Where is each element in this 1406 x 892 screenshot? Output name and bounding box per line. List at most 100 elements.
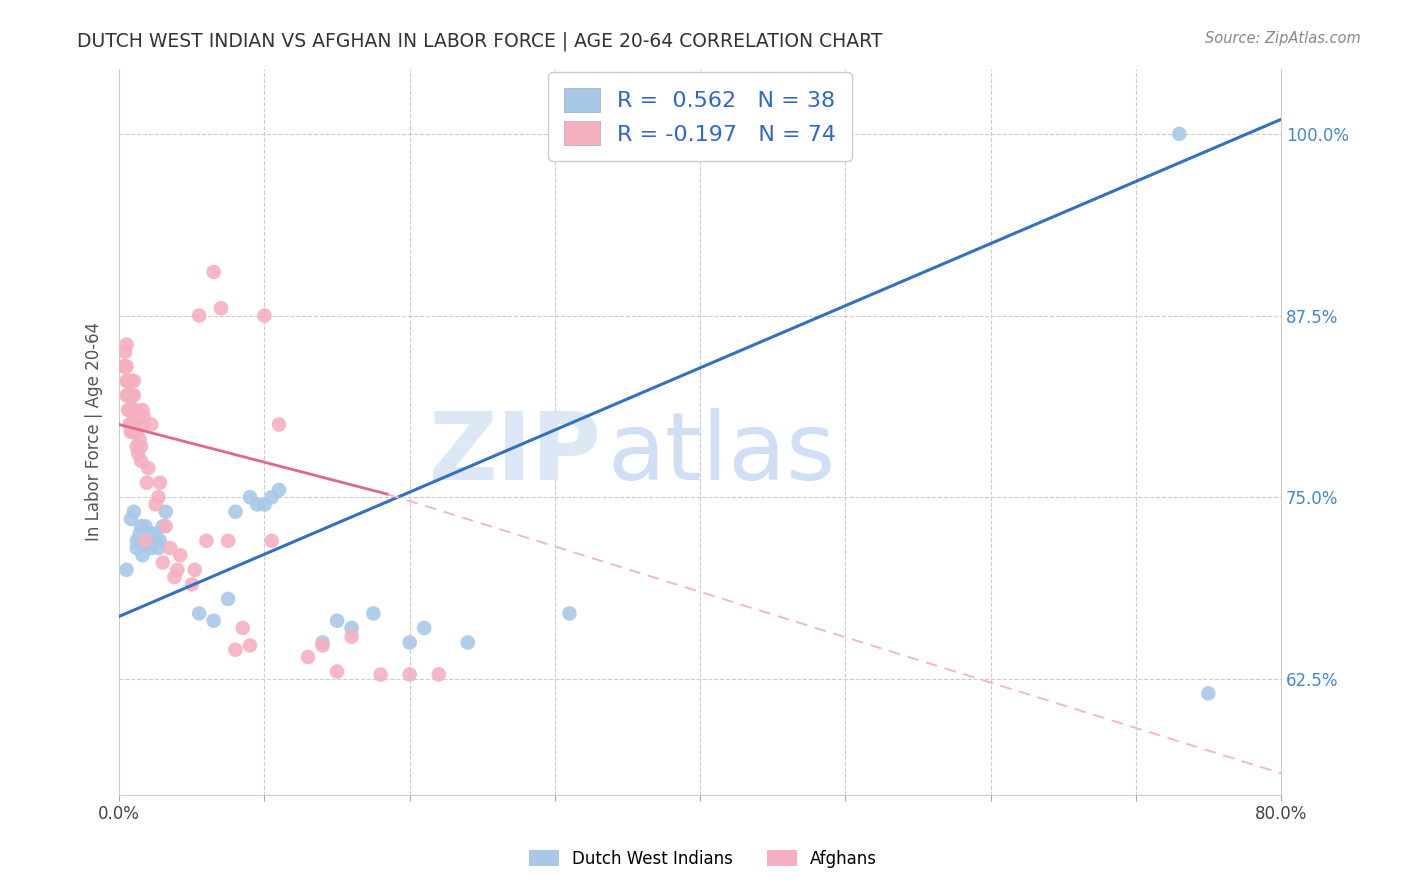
Point [217, 591, 239, 606]
Point [267, 483, 290, 497]
Text: Source: ZipAtlas.com: Source: ZipAtlas.com [1205, 31, 1361, 46]
Point [148, 541, 170, 555]
Point [340, 621, 363, 635]
Point [117, 388, 139, 402]
Y-axis label: In Labor Force | Age 20-64: In Labor Force | Age 20-64 [86, 322, 103, 541]
Point [118, 374, 141, 388]
Point [180, 577, 202, 591]
Point [114, 344, 136, 359]
Point [224, 505, 246, 519]
Point [239, 490, 262, 504]
Point [136, 461, 159, 475]
Point [326, 665, 349, 679]
Point [132, 410, 155, 425]
Point [267, 417, 290, 432]
Point [122, 425, 145, 439]
Point [363, 607, 385, 621]
Point [202, 614, 225, 628]
Text: ZIP: ZIP [429, 408, 602, 500]
Point [131, 417, 153, 432]
Point [188, 607, 211, 621]
Point [131, 403, 153, 417]
Point [141, 541, 163, 555]
Point [311, 639, 333, 653]
Point [122, 388, 145, 402]
Point [120, 417, 142, 432]
Point [1197, 686, 1219, 700]
Point [155, 505, 177, 519]
Point [297, 650, 319, 665]
Point [115, 563, 138, 577]
Point [141, 417, 163, 432]
Point [117, 374, 139, 388]
Point [149, 533, 172, 548]
Point [149, 475, 172, 490]
Point [115, 374, 138, 388]
Point [169, 549, 191, 563]
Point [217, 533, 239, 548]
Point [141, 526, 163, 541]
Point [145, 526, 167, 541]
Point [224, 642, 246, 657]
Point [121, 417, 143, 432]
Point [118, 403, 141, 417]
Point [148, 490, 170, 504]
Point [152, 556, 174, 570]
Point [122, 417, 145, 432]
Point [129, 454, 152, 468]
Point [1168, 127, 1191, 141]
Point [188, 309, 211, 323]
Point [121, 388, 143, 402]
Point [398, 635, 420, 649]
Point [128, 432, 150, 446]
Point [125, 439, 148, 453]
Legend: Dutch West Indians, Afghans: Dutch West Indians, Afghans [523, 844, 883, 875]
Text: atlas: atlas [607, 408, 835, 500]
Point [115, 388, 138, 402]
Point [558, 607, 581, 621]
Point [134, 533, 156, 548]
Point [239, 639, 262, 653]
Point [117, 403, 139, 417]
Point [159, 541, 181, 555]
Point [398, 667, 420, 681]
Point [152, 519, 174, 533]
Point [232, 621, 254, 635]
Point [166, 563, 188, 577]
Point [311, 635, 333, 649]
Point [134, 519, 156, 533]
Point [122, 403, 145, 417]
Point [413, 621, 436, 635]
Point [114, 359, 136, 374]
Point [326, 614, 349, 628]
Point [129, 439, 152, 453]
Point [121, 425, 143, 439]
Point [120, 388, 142, 402]
Point [427, 667, 450, 681]
Point [132, 533, 155, 548]
Point [120, 374, 142, 388]
Point [127, 447, 149, 461]
Point [260, 533, 283, 548]
Point [136, 537, 159, 551]
Point [124, 425, 146, 439]
Point [131, 549, 153, 563]
Point [163, 570, 186, 584]
Point [129, 519, 152, 533]
Point [118, 388, 141, 402]
Point [195, 533, 218, 548]
Point [122, 505, 145, 519]
Point [122, 417, 145, 432]
Point [125, 541, 148, 555]
Point [155, 519, 177, 533]
Point [124, 403, 146, 417]
Point [112, 359, 135, 374]
Point [125, 425, 148, 439]
Point [115, 359, 138, 374]
Point [145, 498, 167, 512]
Point [370, 667, 392, 681]
Point [143, 533, 166, 548]
Point [120, 512, 142, 526]
Point [340, 630, 363, 644]
Point [122, 374, 145, 388]
